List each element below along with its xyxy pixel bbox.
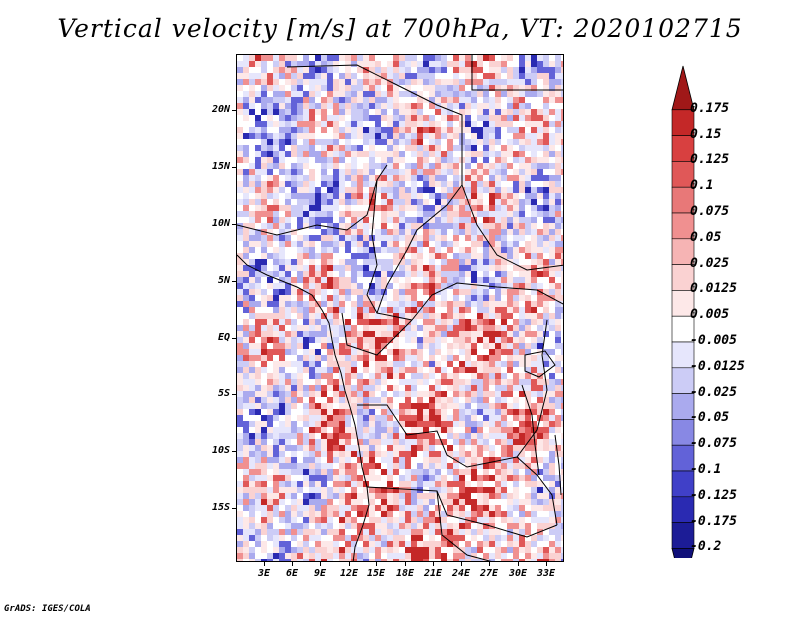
country-borders (237, 55, 563, 561)
lat-tick-label: 10S (211, 445, 230, 456)
lon-tick-label: 3E (257, 568, 271, 579)
border-line-5 (411, 282, 563, 321)
lon-tick-label: 33E (536, 568, 556, 579)
colorbar-label: 0.125 (690, 152, 730, 168)
colorbar-label: -0.0125 (690, 358, 745, 374)
lon-tick-label: 6E (285, 568, 299, 579)
colorbar-lower-arrow (671, 548, 695, 558)
lat-tick-label: 5S (217, 388, 230, 399)
lon-tick (264, 562, 265, 566)
border-line-8 (341, 312, 413, 356)
border-line-4 (376, 284, 388, 314)
colorbar-label: -0.1 (690, 462, 722, 477)
lon-tick-label: 30E (508, 568, 528, 579)
lon-tick (292, 562, 293, 566)
lat-tick-label: 15S (211, 502, 230, 513)
lon-tick-label: 9E (313, 568, 327, 579)
lon-tick (461, 562, 462, 566)
border-line-11 (436, 490, 492, 561)
lake-victoria (524, 350, 556, 378)
lat-tick (232, 281, 236, 282)
vertical-velocity-field (237, 55, 563, 561)
colorbar-label: 0.025 (690, 255, 730, 271)
lat-tick-label: 15N (211, 161, 230, 172)
colorbar-label: 0.05 (690, 229, 722, 245)
lat-tick (232, 451, 236, 452)
lat-tick-label: 5N (217, 275, 230, 286)
colorbar-label: -0.2 (690, 539, 722, 555)
colorbar-label: -0.05 (690, 410, 730, 426)
colorbar (671, 65, 695, 558)
map-plot-area (236, 54, 564, 562)
lat-tick (232, 338, 236, 339)
border-line-3 (366, 179, 413, 321)
lat-tick-label: 20N (211, 104, 230, 115)
lon-tick-label: 24E (451, 568, 471, 579)
border-line-7 (461, 184, 563, 271)
lake-malawi (554, 434, 562, 496)
lon-tick-label: 18E (395, 568, 415, 579)
colorbar-label: -0.025 (690, 384, 737, 400)
colorbar-label: -0.075 (690, 436, 737, 452)
lake-tanganyika (521, 384, 540, 476)
colorbar-label: 0.005 (690, 307, 730, 323)
border-line-2 (286, 64, 463, 286)
lon-tick (349, 562, 350, 566)
lon-tick (489, 562, 490, 566)
lon-tick (320, 562, 321, 566)
lon-tick-label: 15E (366, 568, 386, 579)
lon-tick-label: 12E (339, 568, 359, 579)
lat-tick (232, 508, 236, 509)
lat-tick (232, 110, 236, 111)
coastline-west (237, 254, 370, 561)
colorbar-label: 0.0125 (690, 281, 737, 297)
lon-tick (405, 562, 406, 566)
lon-tick-label: 21E (423, 568, 443, 579)
grads-credit: GrADS: IGES/COLA (4, 604, 91, 614)
colorbar-label: 0.075 (690, 204, 730, 219)
lat-tick-label: EQ (217, 332, 230, 343)
lat-tick (232, 224, 236, 225)
colorbar-label: 0.175 (690, 100, 730, 116)
lon-tick (433, 562, 434, 566)
lon-tick (518, 562, 519, 566)
velocity-shading (237, 55, 563, 561)
lat-tick-label: 10N (211, 218, 230, 229)
border-line-10 (366, 486, 558, 538)
lon-tick (546, 562, 547, 566)
colorbar-label: 0.15 (690, 126, 722, 142)
colorbar-label: 0.1 (690, 178, 714, 194)
border-line-6 (471, 55, 563, 91)
lon-tick-label: 27E (479, 568, 499, 579)
map-title: Vertical velocity [m/s] at 700hPa, VT: 2… (57, 14, 743, 43)
lat-tick (232, 167, 236, 168)
lon-tick (376, 562, 377, 566)
colorbar-label: -0.005 (690, 333, 737, 348)
border-line-12 (516, 456, 558, 526)
lat-tick (232, 394, 236, 395)
border-line-9 (357, 319, 548, 468)
colorbar-label: -0.125 (690, 487, 737, 503)
colorbar-label: -0.175 (690, 513, 737, 529)
